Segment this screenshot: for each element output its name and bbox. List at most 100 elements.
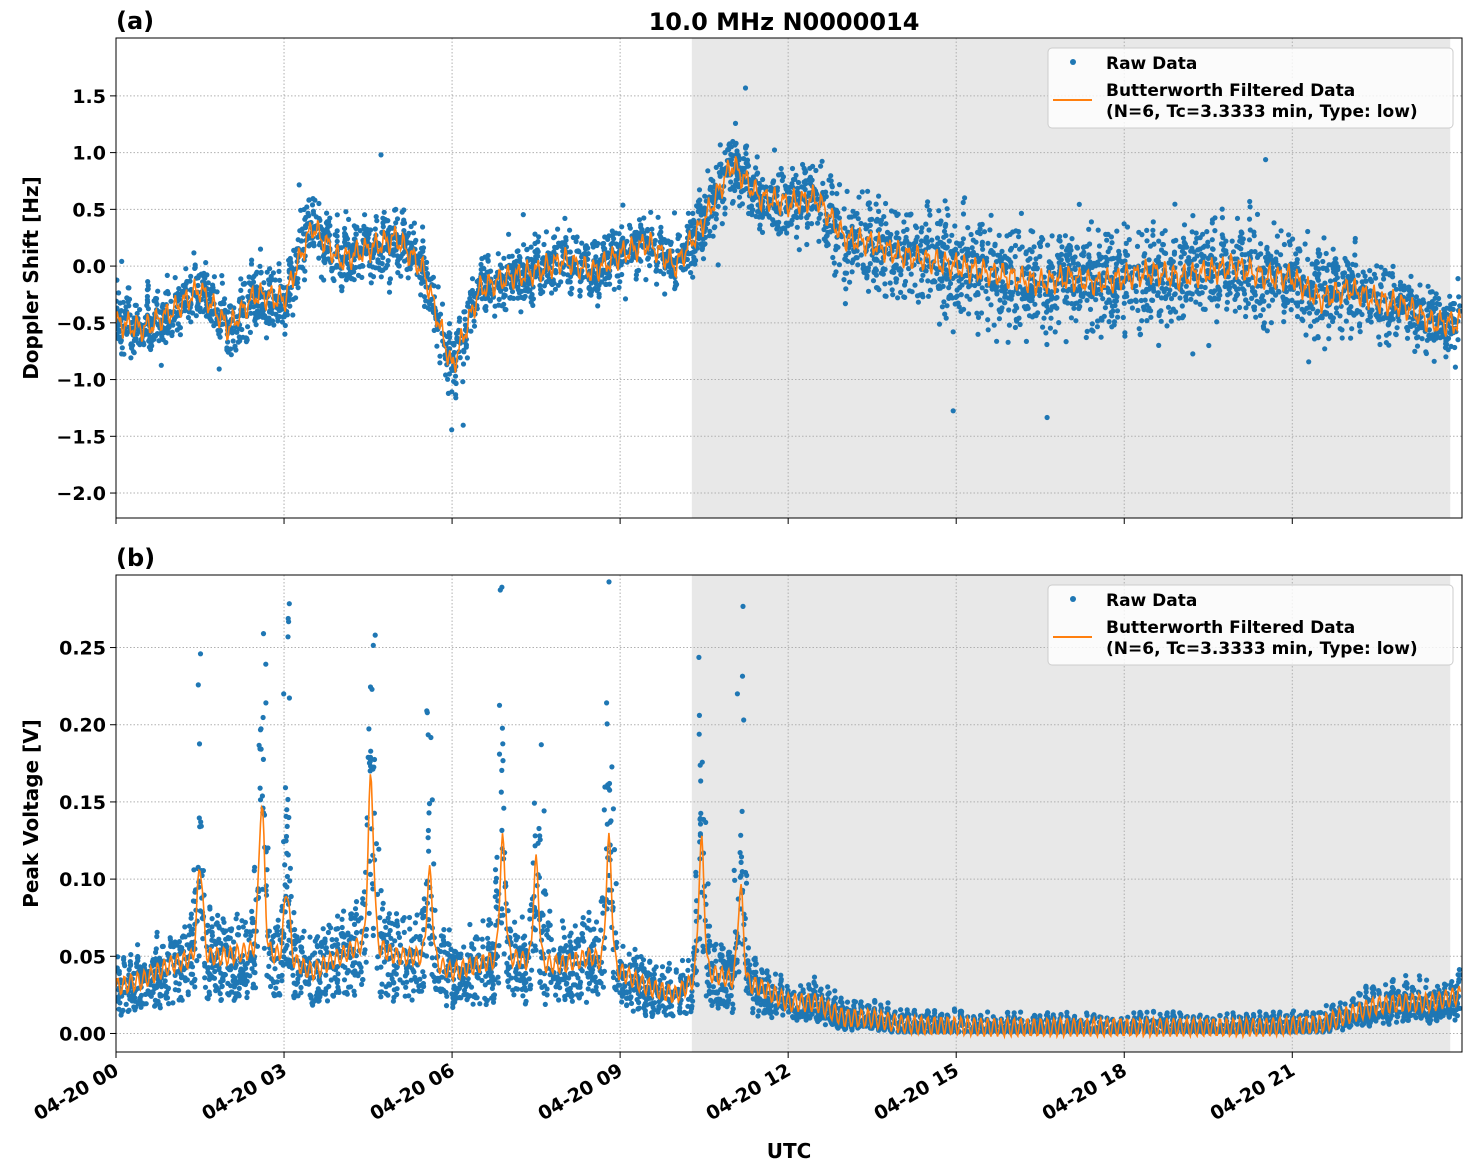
- raw-data-point: [479, 256, 485, 262]
- raw-data-point: [391, 241, 397, 247]
- raw-data-point: [387, 276, 393, 282]
- raw-data-point: [1415, 326, 1421, 332]
- raw-data-point: [1172, 201, 1178, 207]
- raw-data-point: [131, 350, 137, 356]
- raw-data-point: [867, 206, 873, 212]
- raw-data-point: [628, 257, 635, 264]
- raw-data-point: [255, 309, 262, 315]
- raw-data-point: [1266, 303, 1272, 309]
- raw-data-point: [1043, 309, 1050, 315]
- raw-data-point: [961, 306, 967, 312]
- raw-data-point: [372, 226, 378, 232]
- raw-data-point: [1294, 313, 1301, 320]
- raw-data-point: [1153, 257, 1159, 263]
- raw-data-point: [1177, 260, 1183, 266]
- raw-data-point: [720, 199, 726, 205]
- raw-data-point: [948, 249, 954, 255]
- raw-data-point: [1015, 290, 1021, 297]
- raw-data-point: [1122, 248, 1128, 255]
- raw-data-point: [1208, 289, 1214, 295]
- raw-data-point: [118, 339, 124, 345]
- raw-data-point: [1368, 319, 1374, 325]
- raw-data-point: [1144, 227, 1150, 233]
- raw-data-point: [1181, 222, 1188, 228]
- raw-data-point: [834, 191, 840, 197]
- raw-data-point: [299, 264, 305, 270]
- raw-data-point: [1451, 301, 1457, 307]
- raw-data-point: [1121, 300, 1127, 306]
- raw-data-point: [1190, 213, 1196, 219]
- raw-data-point: [263, 319, 270, 326]
- raw-data-point: [535, 239, 541, 245]
- raw-data-point: [1189, 245, 1195, 251]
- raw-data-point: [160, 301, 166, 308]
- raw-data-point: [511, 261, 517, 267]
- raw-data-point: [1160, 242, 1166, 248]
- raw-data-point: [506, 984, 512, 990]
- raw-data-point: [1173, 309, 1179, 315]
- raw-data-point: [722, 211, 728, 217]
- raw-data-point: [1257, 312, 1264, 319]
- raw-data-point: [997, 297, 1003, 303]
- raw-data-point: [603, 281, 609, 287]
- raw-data-point: [1076, 201, 1082, 207]
- raw-data-point: [918, 229, 924, 235]
- raw-data-point: [353, 225, 359, 232]
- raw-data-point: [1376, 334, 1382, 340]
- raw-data-point: [855, 216, 861, 222]
- raw-data-point: [652, 237, 658, 244]
- raw-data-point: [471, 318, 477, 324]
- raw-data-point: [364, 226, 370, 232]
- raw-data-point: [952, 223, 958, 229]
- raw-data-point: [1002, 290, 1008, 296]
- raw-data-point: [1040, 236, 1046, 242]
- raw-data-point: [447, 334, 453, 341]
- raw-data-point: [1013, 303, 1019, 309]
- raw-data-point: [978, 310, 985, 316]
- raw-data-point: [1016, 234, 1022, 240]
- raw-data-point: [1168, 296, 1175, 302]
- raw-data-point: [1167, 309, 1173, 315]
- raw-data-point: [347, 244, 353, 250]
- raw-data-point: [1137, 332, 1143, 338]
- raw-data-point: [964, 293, 970, 299]
- raw-data-point: [753, 165, 759, 171]
- raw-data-point: [1199, 253, 1205, 259]
- y-tick-label: 0.5: [72, 199, 106, 221]
- raw-data-point: [232, 343, 238, 349]
- raw-data-point: [357, 264, 363, 270]
- raw-data-point: [1393, 286, 1399, 292]
- raw-data-point: [643, 277, 649, 283]
- raw-data-point: [316, 242, 322, 248]
- raw-data-point: [1084, 328, 1090, 334]
- raw-data-point: [555, 226, 561, 232]
- raw-data-point: [760, 184, 766, 190]
- raw-data-point: [1402, 286, 1408, 293]
- raw-data-point: [339, 284, 345, 290]
- raw-data-point: [620, 202, 626, 208]
- raw-data-point: [1065, 257, 1071, 263]
- raw-data-point: [599, 279, 605, 285]
- raw-data-point: [744, 143, 750, 149]
- raw-data-point: [1026, 313, 1033, 319]
- raw-data-point: [950, 408, 956, 414]
- raw-data-point: [275, 318, 281, 324]
- raw-data-point: [1300, 274, 1306, 280]
- raw-data-point: [1314, 273, 1320, 279]
- raw-data-point: [965, 246, 971, 252]
- raw-data-point: [1447, 293, 1453, 299]
- raw-data-point: [148, 341, 154, 347]
- raw-data-point: [1109, 303, 1115, 309]
- raw-data-point: [1095, 227, 1101, 233]
- raw-data-point: [1271, 220, 1277, 226]
- raw-data-point: [695, 198, 702, 205]
- raw-data-point: [1093, 297, 1099, 303]
- raw-data-point: [761, 211, 767, 217]
- raw-data-point: [990, 251, 997, 257]
- legend-filtered-label: Butterworth Filtered Data: [1106, 81, 1355, 101]
- raw-data-point: [207, 316, 213, 322]
- raw-data-point: [520, 262, 526, 268]
- y-tick-label: 0.00: [59, 1023, 106, 1045]
- raw-data-point: [391, 252, 397, 258]
- raw-data-point: [401, 207, 407, 213]
